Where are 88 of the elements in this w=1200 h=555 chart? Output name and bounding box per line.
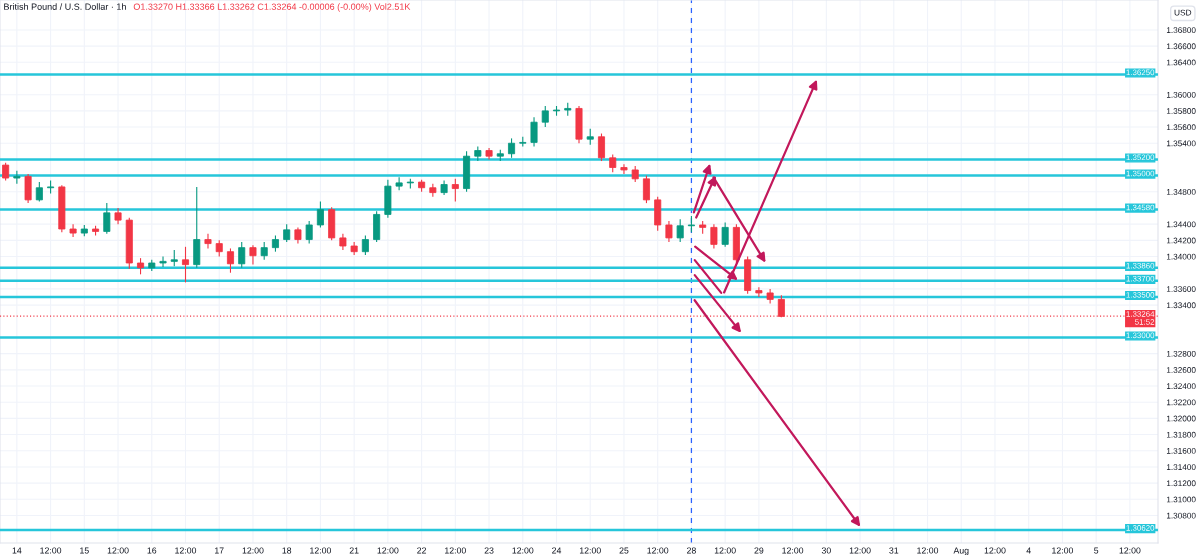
x-tick-label: 16 xyxy=(147,547,157,554)
x-tick-label: 17 xyxy=(215,547,224,554)
candlestick xyxy=(69,223,77,238)
candlestick xyxy=(316,200,324,228)
chart-title: British Pound / U.S. Dollar · 1h xyxy=(4,3,126,10)
candlestick xyxy=(35,181,43,203)
candlestick xyxy=(620,163,628,175)
x-tick-label: 12:00 xyxy=(175,547,197,554)
x-tick-label: 22 xyxy=(417,547,427,554)
x-tick-label: 12:00 xyxy=(782,547,804,554)
y-tick-label: 1.36400 xyxy=(1166,59,1196,66)
y-tick-label: 1.32600 xyxy=(1166,367,1196,373)
candlestick xyxy=(249,244,257,266)
candlestick xyxy=(642,175,650,204)
y-tick-label: 1.31400 xyxy=(1166,464,1196,470)
x-tick-label: 30 xyxy=(821,547,831,554)
y-tick-label: 1.32200 xyxy=(1166,399,1196,406)
y-tick-label: 1.32400 xyxy=(1166,383,1196,390)
candlestick xyxy=(238,241,246,269)
y-tick-label: 1.33600 xyxy=(1166,286,1196,292)
candlestick xyxy=(361,234,369,256)
candlestick xyxy=(305,220,313,245)
annotation: O1.33270 H1.33366 L1.33262 C1.33264 -0.00006 (-0.00%) Vol2.51K xyxy=(133,3,411,12)
x-tick-label: 12:00 xyxy=(849,547,871,554)
x-tick-label: 12:00 xyxy=(984,547,1006,554)
candlestick xyxy=(159,255,167,268)
x-tick-label: 24 xyxy=(552,547,562,554)
x-tick-label: 23 xyxy=(484,547,494,554)
x-tick-label: 5 xyxy=(1094,547,1099,554)
candlestick xyxy=(181,246,190,283)
y-tick-label: 1.31600 xyxy=(1166,447,1196,454)
x-tick-label: 31 xyxy=(889,547,899,554)
x-tick-label: 12:00 xyxy=(579,547,601,554)
x-tick-label: 12:00 xyxy=(107,547,129,554)
candlestick xyxy=(204,233,212,249)
x-tick-label: 12:00 xyxy=(647,547,669,554)
y-tick-label: 1.35800 xyxy=(1166,108,1196,114)
x-tick-label: 12:00 xyxy=(242,547,264,554)
y-tick-label: 1.34200 xyxy=(1166,237,1196,244)
candlestick xyxy=(508,137,516,159)
y-tick-label: 1.35400 xyxy=(1166,140,1196,147)
y-tick-label: 1.33400 xyxy=(1166,302,1196,309)
y-tick-label: 1.31000 xyxy=(1166,496,1196,503)
x-tick-label: 12:00 xyxy=(1119,547,1141,554)
x-tick-label: 12:00 xyxy=(1052,547,1074,554)
x-tick-label: 12:00 xyxy=(377,547,399,554)
candlestick xyxy=(24,173,32,204)
x-tick-label: 12:00 xyxy=(917,547,939,554)
y-tick-label: 1.34400 xyxy=(1166,221,1196,228)
candlestick xyxy=(226,247,234,274)
x-tick-label: 12:00 xyxy=(40,547,62,554)
x-tick-label: 21 xyxy=(349,547,359,554)
y-tick-label: 1.34800 xyxy=(1166,189,1196,195)
x-tick-label: 12:00 xyxy=(512,547,534,554)
x-tick-label: 4 xyxy=(1026,547,1031,554)
y-tick-label: 1.31200 xyxy=(1166,480,1196,487)
y-tick-label: 1.36800 xyxy=(1166,27,1196,33)
x-tick-label: 25 xyxy=(619,547,629,554)
x-tick-label: 12:00 xyxy=(310,547,332,554)
candlestick xyxy=(710,223,718,249)
x-tick-label: 15 xyxy=(80,547,89,554)
y-tick-label: 1.32800 xyxy=(1166,350,1196,357)
x-tick-label: 29 xyxy=(754,547,764,554)
x-tick-label: 12:00 xyxy=(714,547,736,554)
y-tick-label: 1.31800 xyxy=(1166,431,1196,438)
candlestick xyxy=(541,105,549,128)
candlestick xyxy=(597,132,605,162)
text: USD xyxy=(1174,9,1192,16)
candlestick xyxy=(13,170,21,185)
x-tick-label: 12:00 xyxy=(445,547,466,554)
y-tick-label: 1.32000 xyxy=(1166,415,1196,422)
y-tick-label: 1.36000 xyxy=(1166,91,1196,98)
x-tick-label: 18 xyxy=(282,547,292,554)
candlestick xyxy=(665,220,673,243)
y-tick-label: 1.34000 xyxy=(1166,253,1196,260)
candlestick xyxy=(395,176,403,191)
x-tick-label: 14 xyxy=(12,547,22,554)
candlestick xyxy=(530,116,538,148)
y-tick-label: 1.30800 xyxy=(1166,512,1196,519)
candlestick xyxy=(755,286,763,298)
candlestick xyxy=(676,218,684,243)
candlestick xyxy=(721,221,729,248)
y-tick-label: 1.36600 xyxy=(1166,43,1196,50)
x-tick-label: 28 xyxy=(687,547,696,554)
candlestick xyxy=(103,202,111,235)
candlestick xyxy=(451,178,459,203)
y-tick-label: 1.35600 xyxy=(1166,124,1196,131)
x-tick-label: Aug xyxy=(953,547,969,555)
